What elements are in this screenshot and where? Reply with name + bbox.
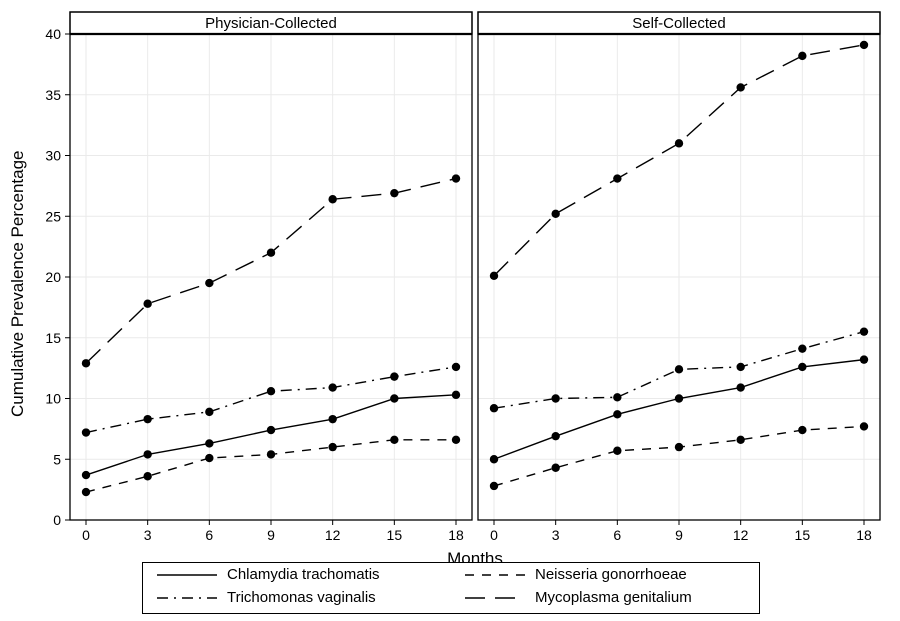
x-tick-label: 15 [387,527,403,543]
legend-label: Trichomonas vaginalis [227,589,376,606]
series-marker [860,422,868,430]
legend-label: Neisseria gonorrhoeae [535,566,687,583]
series-marker [390,189,398,197]
series-marker [143,450,151,458]
legend-item: Neisseria gonorrhoeae [465,566,745,583]
y-tick-label: 40 [45,26,61,42]
legend-row: Chlamydia trachomatis Neisseria gonorrhoe… [143,563,759,586]
series-marker [452,363,460,371]
series-marker [490,455,498,463]
panel-title: Self-Collected [632,15,725,32]
y-tick-label: 30 [45,148,61,164]
series-marker [82,471,90,479]
x-tick-label: 9 [675,527,683,543]
series-marker [613,410,621,418]
y-tick-label: 25 [45,208,61,224]
y-tick-label: 5 [53,451,61,467]
x-tick-label: 12 [733,527,749,543]
series-marker [613,393,621,401]
series-marker [736,436,744,444]
series-marker [205,408,213,416]
legend-label: Mycoplasma genitalium [535,589,692,606]
y-tick-label: 35 [45,87,61,103]
legend-item: Mycoplasma genitalium [465,589,745,606]
series-marker [143,415,151,423]
series-marker [551,210,559,218]
series-marker [267,387,275,395]
series-marker [551,394,559,402]
series-marker [452,391,460,399]
x-tick-label: 3 [144,527,152,543]
y-tick-label: 0 [53,512,61,528]
series-marker [798,52,806,60]
series-marker [328,195,336,203]
series-marker [675,139,683,147]
y-tick-label: 10 [45,391,61,407]
y-axis-label: Cumulative Prevalence Percentage [8,151,28,417]
series-marker [328,415,336,423]
series-marker [490,482,498,490]
series-marker [675,394,683,402]
series-marker [675,365,683,373]
series-marker [613,174,621,182]
series-marker [452,174,460,182]
series-marker [860,327,868,335]
series-marker [390,436,398,444]
series-marker [205,439,213,447]
legend-swatch [465,567,525,583]
series-marker [860,41,868,49]
series-marker [267,249,275,257]
series-marker [613,447,621,455]
x-tick-label: 15 [795,527,811,543]
legend-swatch [157,590,217,606]
series-marker [551,464,559,472]
legend-row: Trichomonas vaginalis Mycoplasma genitali… [143,586,759,609]
legend-item: Chlamydia trachomatis [157,566,437,583]
x-tick-label: 3 [552,527,560,543]
legend-item: Trichomonas vaginalis [157,589,437,606]
series-marker [736,363,744,371]
x-tick-label: 18 [856,527,872,543]
y-tick-label: 15 [45,330,61,346]
legend-swatch [157,567,217,583]
series-marker [82,428,90,436]
series-marker [143,472,151,480]
legend-label: Chlamydia trachomatis [227,566,380,583]
series-marker [798,426,806,434]
series-marker [551,432,559,440]
legend-swatch [465,590,525,606]
series-marker [82,488,90,496]
series-marker [736,83,744,91]
series-marker [267,450,275,458]
series-marker [390,372,398,380]
series-marker [798,363,806,371]
series-marker [82,359,90,367]
series-marker [205,454,213,462]
y-tick-label: 20 [45,269,61,285]
panel-title: Physician-Collected [205,15,337,32]
series-marker [798,344,806,352]
x-tick-label: 6 [205,527,213,543]
x-tick-label: 12 [325,527,341,543]
series-marker [736,383,744,391]
series-marker [143,300,151,308]
series-marker [205,279,213,287]
chart-svg: Physician-Collected 0 3 6 9 12 15 18 Self-Collec… [0,0,900,621]
x-tick-label: 6 [613,527,621,543]
series-marker [675,443,683,451]
x-tick-label: 9 [267,527,275,543]
figure-root: Physician-Collected 0 3 6 9 12 15 18 Self-Collec… [0,0,900,621]
legend-box: Chlamydia trachomatis Neisseria gonorrhoe… [142,562,760,614]
series-marker [452,436,460,444]
series-marker [860,355,868,363]
x-tick-label: 0 [82,527,90,543]
series-marker [328,443,336,451]
series-marker [328,383,336,391]
series-marker [490,272,498,280]
series-marker [390,394,398,402]
x-tick-label: 18 [448,527,464,543]
series-marker [490,404,498,412]
x-tick-label: 0 [490,527,498,543]
series-marker [267,426,275,434]
